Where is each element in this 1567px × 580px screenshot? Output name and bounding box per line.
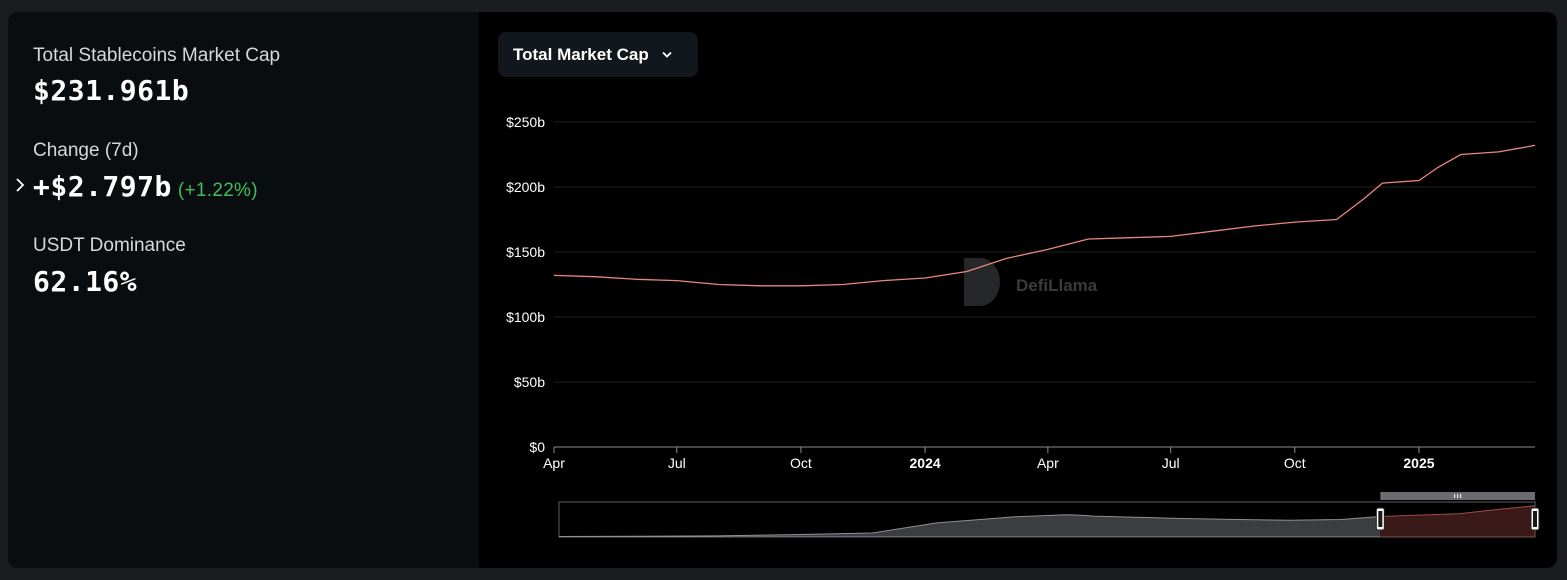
- market-cap-chart: $0 $50b $100b $150b $200b $250b Apr Jul Oct 2024 A…: [506, 114, 1540, 538]
- dominance-label: USDT Dominance: [33, 235, 186, 256]
- stablecoins-card: Total Stablecoins Market Cap $231.961b C…: [8, 12, 1557, 568]
- watermark-text: DefiLlama: [1016, 276, 1098, 295]
- defillama-logo-icon: [964, 258, 1000, 306]
- chevron-right-icon[interactable]: [14, 177, 26, 193]
- y-tick-label: $150b: [506, 244, 545, 260]
- y-tick-label: $250b: [506, 114, 545, 130]
- dominance-value: 62.16%: [33, 265, 138, 298]
- market-cap-label: Total Stablecoins Market Cap: [33, 45, 281, 66]
- y-tick-label: $50b: [514, 374, 545, 390]
- stats-panel: Total Stablecoins Market Cap $231.961b C…: [8, 12, 479, 568]
- navigator-handle-grip: [1378, 511, 1383, 527]
- x-tick-label: Apr: [543, 455, 565, 471]
- x-tick-label: Jul: [1162, 455, 1180, 471]
- change-label: Change (7d): [33, 140, 139, 161]
- y-tick-label: $200b: [506, 179, 545, 195]
- x-tick-label: Oct: [790, 455, 812, 471]
- navigator-area-selected: [1380, 505, 1535, 537]
- chevron-down-icon: [662, 51, 672, 58]
- change-row: +$2.797b (+1.22%): [33, 170, 258, 203]
- scrollbar-grip-icon: [1454, 494, 1462, 498]
- navigator-area-unselected: [559, 514, 1381, 537]
- y-tick-label: $100b: [506, 309, 545, 325]
- y-tick-label: $0: [529, 439, 545, 455]
- change-percent: (+1.22%): [177, 180, 258, 201]
- x-tick-label: 2025: [1403, 455, 1434, 471]
- x-tick-label: 2024: [910, 455, 941, 471]
- dropdown-label: Total Market Cap: [513, 44, 649, 64]
- x-tick-label: Jul: [668, 455, 686, 471]
- chart-type-dropdown[interactable]: Total Market Cap: [498, 32, 698, 77]
- x-tick-label: Oct: [1284, 455, 1306, 471]
- change-value: +$2.797b: [33, 170, 172, 203]
- navigator-handle-grip: [1533, 511, 1537, 527]
- x-tick-label: Apr: [1037, 455, 1059, 471]
- market-cap-line: [553, 144, 1536, 287]
- market-cap-value: $231.961b: [33, 74, 190, 107]
